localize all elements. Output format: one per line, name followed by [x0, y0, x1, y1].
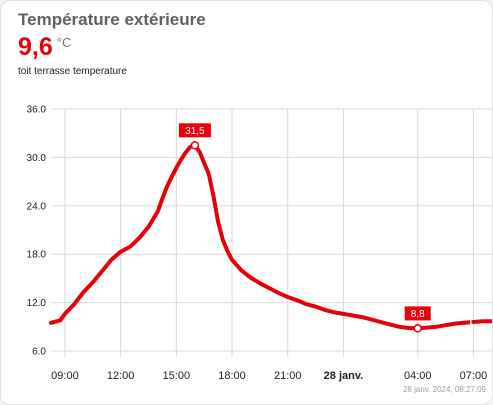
card-title: Température extérieure	[18, 10, 206, 29]
x-tick-label: 18:00	[218, 370, 246, 382]
y-tick-label: 12.0	[27, 298, 47, 309]
x-tick-label: 09:00	[51, 370, 79, 382]
annotation-point	[413, 324, 422, 333]
y-axis-labels: 36.0 30.0 24.0 18.0 12.0 6.0	[27, 105, 47, 358]
y-tick-label: 24.0	[27, 201, 47, 212]
y-tick-label: 6.0	[32, 347, 46, 358]
temperature-line-tail	[471, 319, 492, 324]
value-unit: °C	[56, 35, 72, 50]
current-value-row: 9,6 °C	[18, 33, 71, 62]
x-tick-label: 15:00	[163, 370, 191, 382]
annotation-badge	[178, 123, 211, 138]
sensor-name: toit terrasse temperature	[18, 66, 127, 77]
x-tick-label: 28 janv.	[324, 370, 364, 382]
temperature-line	[49, 143, 467, 331]
y-tick-label: 36.0	[27, 105, 47, 116]
x-tick-label: 21:00	[274, 370, 302, 382]
annotation-label: 8,8	[411, 309, 425, 320]
x-tick-label: 07:00	[460, 370, 488, 382]
annotation-badge	[404, 306, 431, 321]
x-axis-labels: 09:00 12:00 15:00 18:00 21:00 28 janv. 04:00 07…	[51, 370, 487, 382]
series	[49, 143, 492, 331]
gap-segment	[463, 319, 474, 325]
annotation-label: 31,5	[185, 126, 205, 137]
y-tick-label: 18.0	[27, 250, 47, 261]
x-tick-label: 12:00	[107, 370, 135, 382]
current-value: 9,6	[18, 33, 53, 61]
annotations: 31,5 8,8	[178, 123, 431, 333]
annotation-point	[190, 141, 200, 150]
last-updated: 28 janv. 2024, 08:27:09	[402, 385, 486, 394]
value-annotation: 8,8	[404, 306, 431, 333]
y-tick-label: 30.0	[27, 153, 47, 164]
x-tick-label: 04:00	[404, 370, 432, 382]
value-annotation: 31,5	[178, 123, 211, 150]
